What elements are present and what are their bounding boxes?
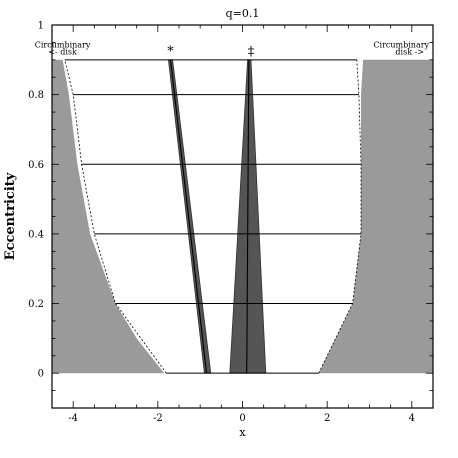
y-axis-label: Eccentricity bbox=[3, 172, 18, 260]
left-circumbinary-region bbox=[52, 59, 165, 374]
eccentricity-level-lines bbox=[64, 59, 362, 374]
x-tick-label: 4 bbox=[409, 413, 415, 424]
tick-labels: -4 -2 0 2 4 0 0.2 0.4 0.6 0.8 1 bbox=[28, 21, 415, 425]
chart-title: q=0.1 bbox=[226, 7, 260, 20]
right-boundary-curve bbox=[318, 59, 362, 374]
x-tick-label: 0 bbox=[239, 413, 245, 424]
left-boundary-curve bbox=[64, 59, 167, 374]
x-tick-label: 2 bbox=[324, 413, 330, 424]
y-tick-label: 0.8 bbox=[28, 90, 44, 101]
right-circumbinary-region bbox=[318, 59, 433, 374]
x-tick-label: -2 bbox=[153, 413, 163, 424]
secondary-marker: ‡ bbox=[248, 44, 255, 59]
x-tick-label: -4 bbox=[68, 413, 78, 424]
star-marker: * bbox=[167, 44, 174, 59]
center-lines bbox=[169, 59, 250, 374]
y-tick-label: 0 bbox=[38, 369, 44, 380]
y-tick-label: 0.4 bbox=[28, 229, 44, 240]
secondary-center-line bbox=[246, 59, 250, 374]
left-disk-label-2: <- disk bbox=[48, 48, 77, 57]
right-disk-label-2: disk -> bbox=[395, 48, 424, 57]
shaded-regions bbox=[52, 59, 433, 374]
y-tick-label: 1 bbox=[38, 21, 44, 32]
axis-ticks bbox=[51, 24, 434, 409]
right-disk-label-1: Circumbinary bbox=[373, 41, 429, 50]
y-tick-label: 0.2 bbox=[28, 299, 44, 310]
y-tick-label: 0.6 bbox=[28, 160, 44, 171]
x-axis-label: x bbox=[239, 426, 246, 439]
primary-center-line bbox=[169, 59, 208, 374]
primary-stability-wedge bbox=[167, 59, 212, 374]
left-disk-label-1: Circumbinary bbox=[35, 41, 91, 50]
